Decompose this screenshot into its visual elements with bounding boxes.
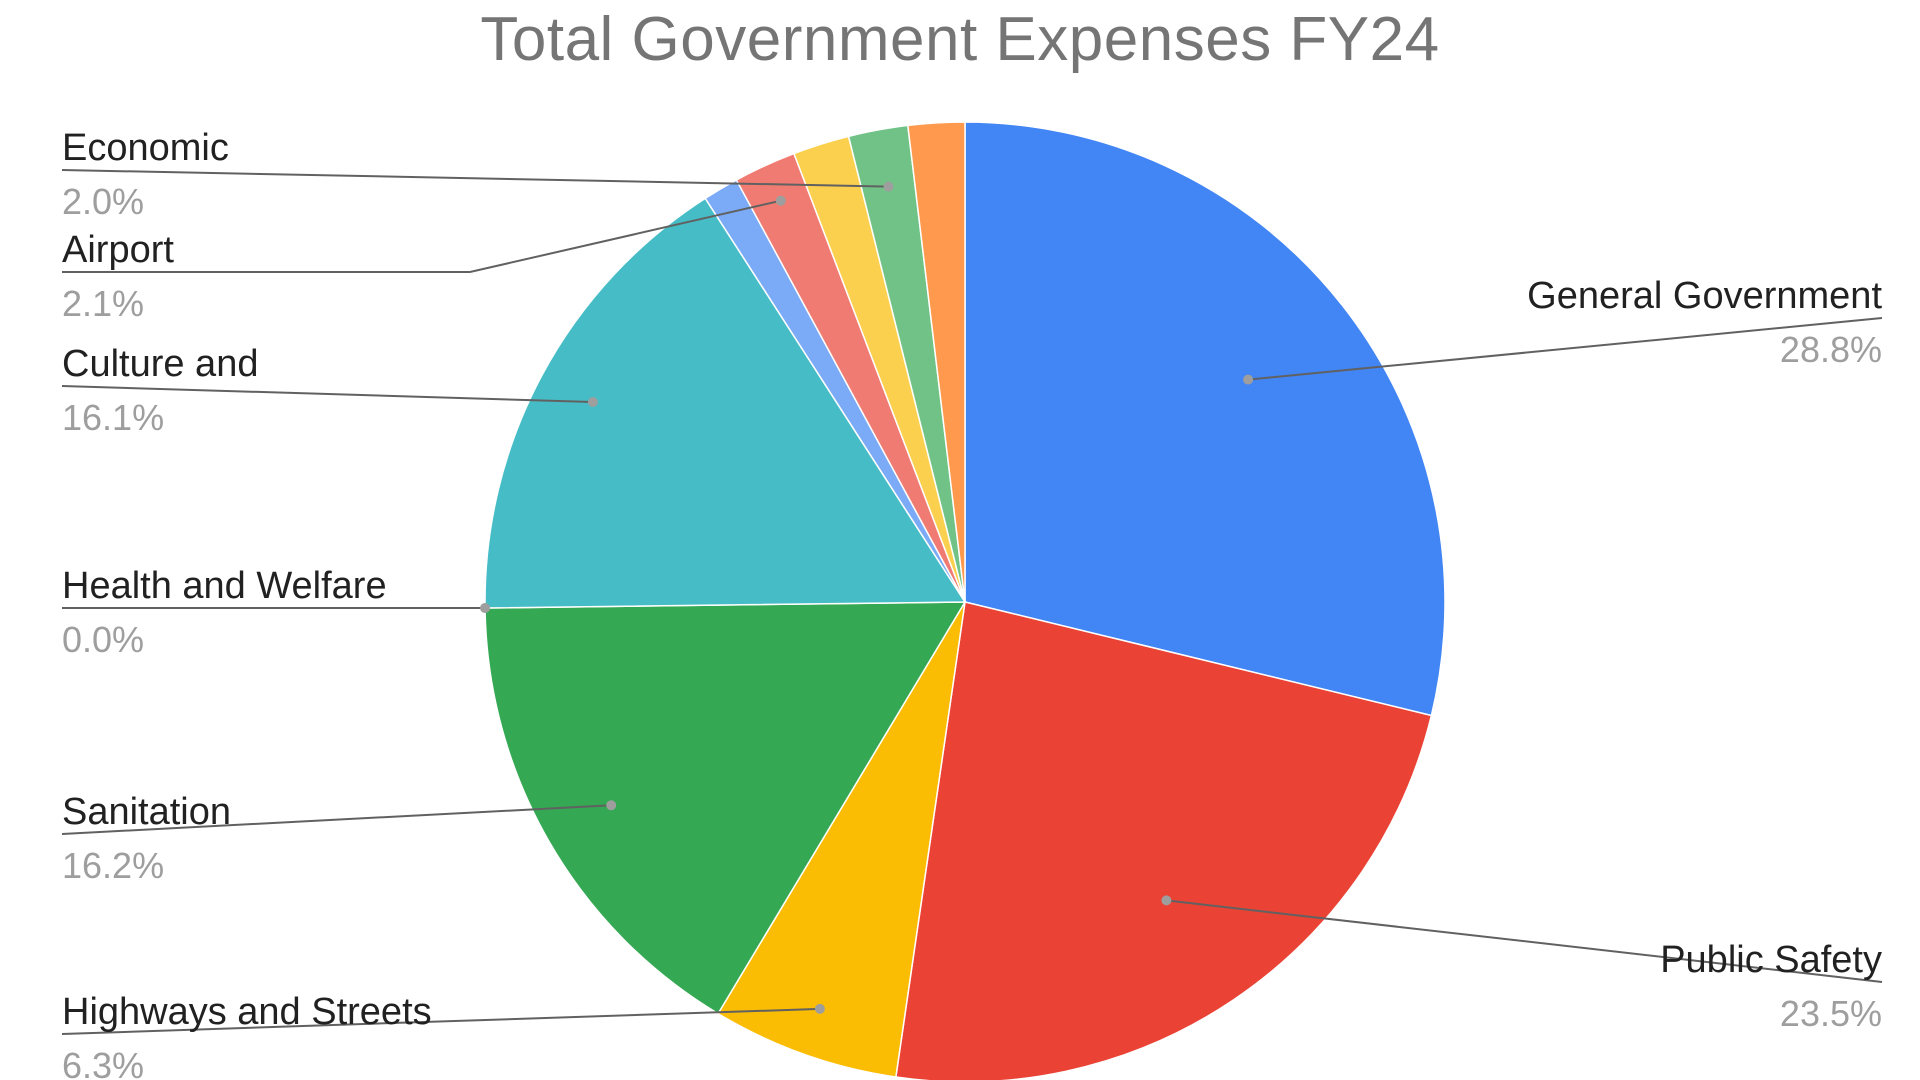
- leader-dot-economic: [883, 181, 894, 192]
- value-label-general-government: 28.8%: [1780, 329, 1882, 370]
- data-labels: General Government 28.8% Public Safety 23.5…: [61, 127, 1883, 1080]
- value-label-culture-and: 16.1%: [62, 397, 164, 438]
- chart-title: Total Government Expenses FY24: [480, 5, 1440, 74]
- label-general-government: General Government: [1527, 275, 1882, 317]
- label-public-safety: Public Safety: [1660, 939, 1882, 981]
- value-label-airport: 2.1%: [62, 283, 144, 324]
- value-label-economic: 2.0%: [62, 181, 144, 222]
- leader-line-economic: [61, 169, 889, 188]
- pie-slices: [484, 121, 1446, 1080]
- leader-line-sanitation: [61, 804, 612, 835]
- value-label-health-and-welfare: 0.0%: [62, 619, 144, 660]
- leader-dot-public-safety: [1161, 895, 1172, 906]
- leader-dot-airport: [775, 195, 786, 206]
- leader-line-general-government: [1248, 317, 1883, 381]
- leader-dot-general-government: [1243, 374, 1254, 385]
- leader-dot-sanitation: [606, 800, 617, 811]
- label-sanitation: Sanitation: [62, 791, 231, 833]
- label-highways-and-streets: Highways and Streets: [62, 991, 432, 1033]
- pie-slice-slice-10: [906, 121, 966, 603]
- pie-slice-sanitation: [484, 601, 967, 1015]
- value-label-highways-and-streets: 6.3%: [62, 1045, 144, 1080]
- leader-line-airport: [62, 199, 782, 273]
- pie-slice-public-safety: [895, 601, 1433, 1080]
- pie-slice-culture-and: [484, 197, 967, 609]
- value-label-sanitation: 16.2%: [62, 845, 164, 886]
- label-airport: Airport: [62, 229, 174, 271]
- leader-line-culture-and: [61, 385, 593, 403]
- leader-line-highways-and-streets: [61, 1007, 820, 1035]
- value-label-public-safety: 23.5%: [1780, 993, 1882, 1034]
- leader-dot-highways-and-streets: [814, 1003, 825, 1014]
- leader-dot-culture-and: [587, 397, 598, 407]
- label-culture-and: Culture and: [62, 343, 258, 385]
- leader-line-public-safety: [1166, 899, 1883, 983]
- pie-slice-general-government: [964, 121, 1446, 717]
- pie-slice-highways-and-streets: [717, 601, 966, 1078]
- label-economic: Economic: [62, 127, 229, 169]
- leader-dot-health-and-welfare: [480, 603, 490, 613]
- label-health-and-welfare: Health and Welfare: [62, 565, 387, 607]
